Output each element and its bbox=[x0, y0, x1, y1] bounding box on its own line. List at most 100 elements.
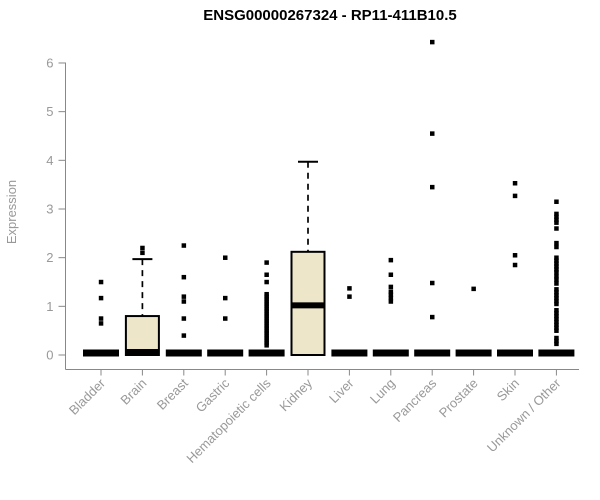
x-tick-label: Unknown / Other bbox=[484, 375, 564, 455]
outlier-point bbox=[554, 261, 559, 266]
outlier-point bbox=[388, 295, 394, 301]
y-tick-label: 5 bbox=[46, 104, 53, 119]
outlier-point bbox=[264, 272, 269, 277]
outlier-point bbox=[471, 286, 476, 292]
outlier-point bbox=[181, 294, 187, 299]
outlier-point bbox=[554, 277, 559, 282]
outlier-point bbox=[388, 299, 394, 304]
outlier-point bbox=[98, 316, 104, 321]
outlier-point bbox=[554, 335, 559, 341]
outlier-point bbox=[223, 316, 228, 321]
outlier-point bbox=[264, 279, 269, 285]
outlier-point bbox=[554, 325, 559, 331]
outlier-point bbox=[554, 258, 559, 263]
outlier-point bbox=[388, 289, 394, 295]
zero-bar bbox=[372, 349, 409, 357]
outlier-point bbox=[554, 313, 559, 319]
x-tick-label: Pancreas bbox=[390, 375, 440, 425]
outlier-point bbox=[554, 301, 559, 307]
median-line bbox=[291, 302, 325, 309]
outlier-point bbox=[554, 287, 559, 292]
outlier-point bbox=[554, 338, 559, 344]
outlier-point bbox=[554, 220, 559, 225]
y-tick-label: 0 bbox=[46, 348, 53, 363]
outlier-point bbox=[181, 243, 187, 248]
outlier-point bbox=[264, 335, 269, 341]
outlier-point bbox=[264, 311, 269, 316]
x-tick-label: Lung bbox=[367, 376, 398, 407]
outlier-point bbox=[430, 314, 435, 320]
x-tick-label: Kidney bbox=[276, 375, 315, 414]
outlier-point bbox=[181, 316, 187, 321]
outlier-point bbox=[264, 323, 269, 329]
median-line bbox=[125, 349, 159, 355]
y-tick-label: 1 bbox=[46, 299, 53, 314]
zero-bar bbox=[331, 349, 368, 357]
outlier-point bbox=[512, 180, 518, 186]
outlier-point bbox=[554, 226, 559, 231]
y-tick-label: 6 bbox=[46, 55, 53, 70]
y-tick-label: 2 bbox=[46, 250, 53, 265]
outlier-point bbox=[554, 292, 559, 298]
outlier-point bbox=[140, 250, 145, 256]
zero-bar bbox=[414, 349, 451, 357]
outlier-point bbox=[554, 214, 559, 220]
outlier-point bbox=[264, 333, 269, 338]
outlier-point bbox=[512, 253, 518, 258]
outlier-point bbox=[430, 280, 435, 286]
outlier-point bbox=[181, 274, 187, 280]
outlier-point bbox=[554, 273, 559, 279]
chart-title: ENSG00000267324 - RP11-411B10.5 bbox=[203, 7, 457, 24]
outlier-point bbox=[554, 267, 559, 272]
outlier-point bbox=[264, 304, 269, 309]
outlier-point bbox=[554, 310, 559, 316]
outlier-point bbox=[98, 321, 104, 326]
outlier-point bbox=[554, 322, 559, 328]
outlier-point bbox=[554, 295, 559, 301]
outlier-point bbox=[554, 290, 559, 295]
outlier-point bbox=[98, 295, 104, 301]
x-tick-label: Liver bbox=[326, 375, 357, 406]
outlier-point bbox=[554, 264, 559, 269]
outlier-point bbox=[264, 296, 269, 302]
outlier-point bbox=[264, 340, 269, 346]
outlier-point bbox=[388, 257, 394, 263]
outlier-point bbox=[264, 326, 269, 331]
outlier-point bbox=[264, 318, 269, 324]
zero-bar bbox=[538, 349, 575, 357]
outlier-point bbox=[264, 299, 269, 304]
outlier-point bbox=[512, 193, 518, 199]
x-tick-label: Brain bbox=[117, 376, 149, 408]
outlier-point bbox=[264, 313, 269, 319]
outlier-point bbox=[512, 262, 518, 268]
outlier-point bbox=[554, 255, 559, 260]
zero-bar bbox=[248, 349, 285, 357]
outlier-point bbox=[554, 199, 559, 204]
outlier-point bbox=[347, 294, 352, 299]
x-tick-label: Gastric bbox=[193, 375, 233, 415]
box bbox=[124, 315, 160, 356]
zero-bar bbox=[165, 349, 202, 357]
outlier-point bbox=[264, 260, 269, 265]
outlier-point bbox=[223, 255, 228, 260]
outlier-point bbox=[430, 184, 435, 190]
zero-bar bbox=[83, 349, 119, 357]
outlier-point bbox=[264, 291, 269, 297]
outlier-point bbox=[554, 328, 559, 333]
outlier-point bbox=[181, 299, 187, 304]
outlier-point bbox=[554, 240, 559, 246]
outlier-point bbox=[140, 245, 145, 251]
x-tick-label: Prostate bbox=[436, 376, 481, 421]
outlier-point bbox=[264, 343, 269, 348]
outlier-point bbox=[430, 131, 435, 136]
outlier-point bbox=[347, 286, 352, 291]
outlier-point bbox=[264, 306, 269, 312]
outlier-point bbox=[554, 341, 559, 347]
outlier-point bbox=[554, 298, 559, 304]
outlier-point bbox=[264, 321, 269, 326]
outlier-point bbox=[554, 316, 559, 322]
outlier-point bbox=[554, 308, 559, 313]
outlier-point bbox=[264, 294, 269, 299]
outlier-point bbox=[554, 281, 559, 286]
